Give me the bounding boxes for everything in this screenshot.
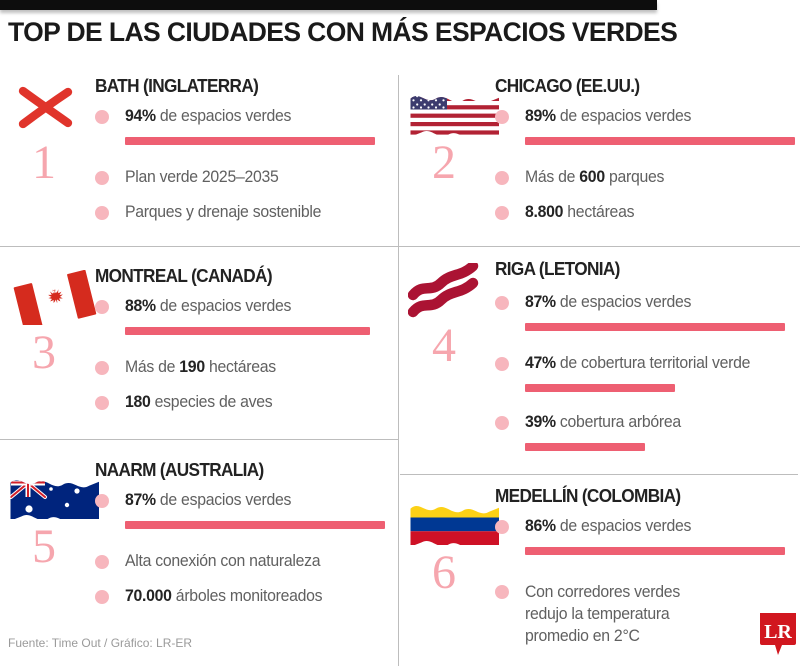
svg-text:LR: LR xyxy=(764,621,792,643)
